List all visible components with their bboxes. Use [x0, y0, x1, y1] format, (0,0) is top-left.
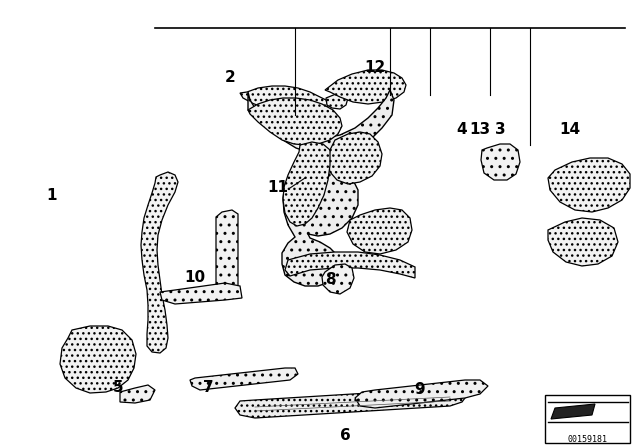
Text: 4: 4 [457, 122, 467, 138]
Text: 13: 13 [469, 122, 491, 138]
Polygon shape [190, 368, 298, 390]
Polygon shape [328, 132, 382, 184]
Text: 14: 14 [559, 122, 580, 138]
Polygon shape [248, 90, 394, 286]
Polygon shape [551, 404, 595, 419]
Polygon shape [216, 210, 238, 294]
Polygon shape [235, 388, 468, 418]
Text: 6: 6 [340, 427, 350, 443]
Text: 10: 10 [184, 271, 205, 285]
Text: 1: 1 [47, 188, 57, 202]
Text: 12: 12 [364, 60, 386, 76]
Text: 3: 3 [495, 122, 506, 138]
Polygon shape [60, 326, 136, 393]
Polygon shape [481, 144, 520, 180]
Polygon shape [283, 142, 330, 226]
Polygon shape [285, 252, 415, 278]
Polygon shape [293, 162, 322, 185]
Polygon shape [326, 94, 348, 109]
Text: 8: 8 [324, 272, 335, 288]
Bar [545, 395, 630, 443]
Polygon shape [141, 172, 178, 353]
Polygon shape [355, 380, 488, 408]
Polygon shape [248, 98, 342, 145]
Text: 7: 7 [203, 380, 213, 396]
Polygon shape [120, 385, 155, 403]
Text: 11: 11 [268, 181, 289, 195]
Polygon shape [347, 208, 412, 254]
Polygon shape [240, 86, 328, 115]
Text: 9: 9 [415, 383, 426, 397]
Text: 5: 5 [113, 380, 124, 396]
Text: 2: 2 [225, 70, 236, 86]
Polygon shape [322, 264, 354, 294]
Polygon shape [160, 283, 242, 304]
Polygon shape [325, 70, 406, 104]
Text: 00159181: 00159181 [568, 435, 608, 444]
Polygon shape [548, 158, 630, 212]
Polygon shape [548, 218, 618, 266]
